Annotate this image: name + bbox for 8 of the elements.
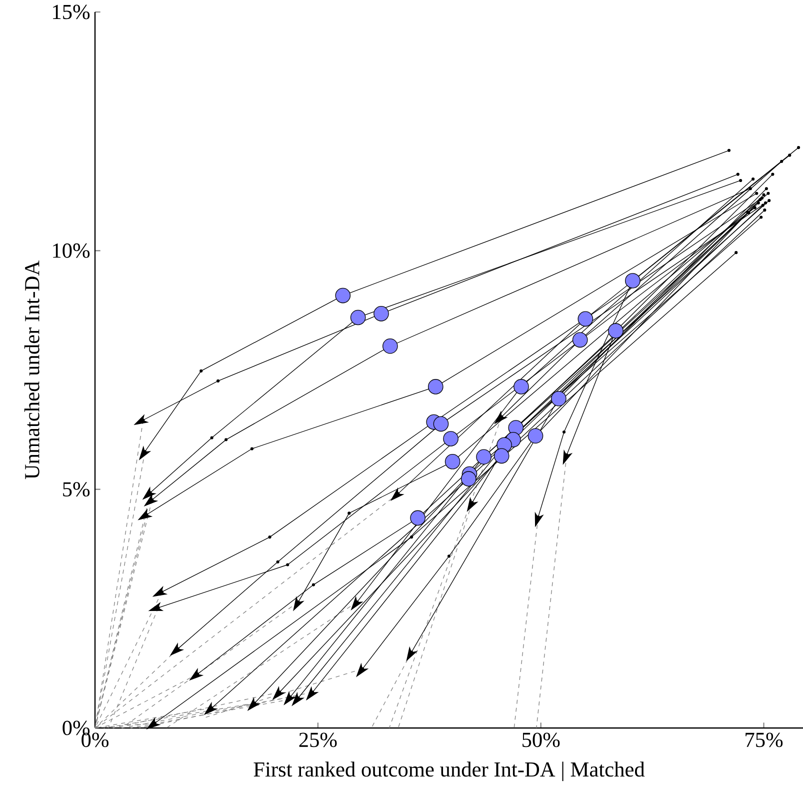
x-tick-label: 50%	[522, 732, 560, 748]
y-tick-label: 15%	[53, 4, 90, 20]
y-axis-title: Unmatched under Int-DA	[24, 260, 40, 480]
x-tick-label: 75%	[746, 732, 783, 748]
y-tick-label: 5%	[63, 482, 90, 497]
x-tick-label: 25%	[299, 732, 337, 748]
y-tick-label: 10%	[53, 243, 90, 258]
x-axis-title: First ranked outcome under Int-DA | Matched	[254, 762, 645, 782]
